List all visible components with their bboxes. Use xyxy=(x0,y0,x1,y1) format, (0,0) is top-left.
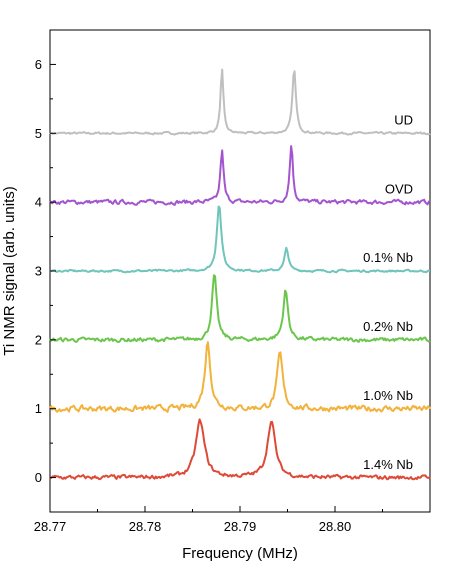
series-label-layer: UD OVD 0.1% Nb 0.2% Nb 1.0% Nb 1.4% Nb xyxy=(363,113,413,472)
series-line-2 xyxy=(49,205,430,274)
x-tick-label: 28.77 xyxy=(34,519,67,534)
series-line-4 xyxy=(49,341,431,413)
x-tick-label: 28.80 xyxy=(319,519,352,534)
x-axis-title: Frequency (MHz) xyxy=(182,545,298,562)
y-tick-label: 5 xyxy=(35,126,42,141)
y-tick-label: 0 xyxy=(35,470,42,485)
y-axis-title: Ti NMR signal (arb. units) xyxy=(1,186,18,355)
y-axis: 0 1 2 3 4 5 6 xyxy=(35,57,56,485)
y-tick-label: 2 xyxy=(35,332,42,347)
x-axis: 28.77 28.78 28.79 28.80 xyxy=(34,506,383,534)
series-line-0 xyxy=(49,68,431,136)
series-layer xyxy=(49,68,431,481)
y-tick-label: 6 xyxy=(35,57,42,72)
y-tick-label: 4 xyxy=(35,195,42,210)
x-tick-label: 28.78 xyxy=(129,519,162,534)
series-label: UD xyxy=(394,113,413,128)
series-label: 1.0% Nb xyxy=(363,388,413,403)
series-line-1 xyxy=(49,145,431,206)
series-line-3 xyxy=(49,274,431,343)
series-label: OVD xyxy=(385,181,413,196)
series-label: 0.1% Nb xyxy=(363,250,413,265)
series-label: 0.2% Nb xyxy=(363,319,413,334)
x-tick-label: 28.79 xyxy=(224,519,257,534)
series-label: 1.4% Nb xyxy=(363,457,413,472)
y-tick-label: 1 xyxy=(35,401,42,416)
y-tick-label: 3 xyxy=(35,264,42,279)
series-line-5 xyxy=(49,418,431,481)
